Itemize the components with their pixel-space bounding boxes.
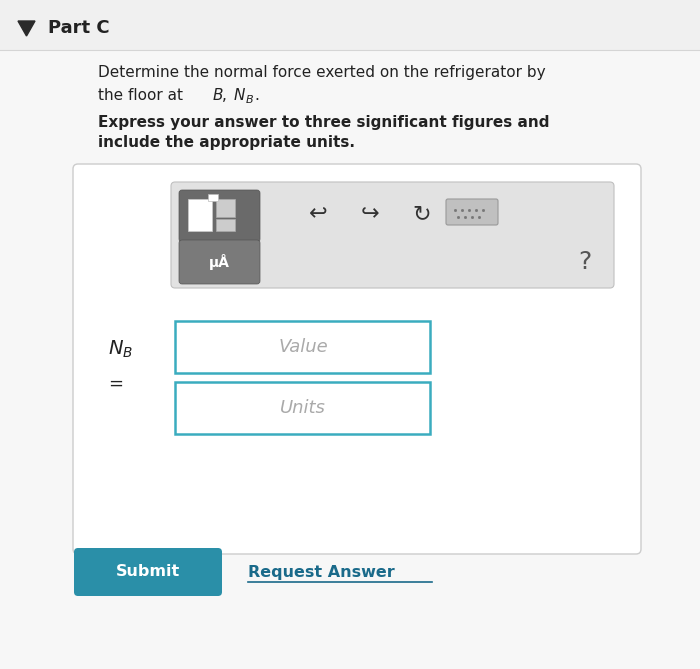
Text: B: B — [246, 95, 253, 105]
Text: Submit: Submit — [116, 565, 180, 579]
Text: $N_B$: $N_B$ — [108, 339, 133, 360]
Polygon shape — [18, 21, 35, 36]
FancyBboxPatch shape — [179, 240, 260, 284]
FancyBboxPatch shape — [74, 548, 222, 596]
Bar — [0, 0, 700, 50]
Text: B: B — [213, 88, 223, 102]
Text: N: N — [234, 88, 246, 102]
Text: μÅ: μÅ — [209, 254, 230, 270]
Bar — [216, 199, 235, 217]
Text: Express your answer to three significant figures and: Express your answer to three significant… — [98, 114, 550, 130]
Bar — [188, 199, 212, 231]
FancyBboxPatch shape — [446, 199, 498, 225]
Text: ,: , — [222, 88, 232, 102]
FancyBboxPatch shape — [175, 382, 430, 434]
Text: include the appropriate units.: include the appropriate units. — [98, 136, 355, 151]
Text: Part C: Part C — [48, 19, 110, 37]
Text: Request Answer: Request Answer — [248, 565, 395, 579]
Bar — [216, 219, 235, 231]
Text: the floor at: the floor at — [98, 88, 188, 102]
Text: Determine the normal force exerted on the refrigerator by: Determine the normal force exerted on th… — [98, 66, 545, 80]
Text: .: . — [254, 88, 259, 102]
FancyBboxPatch shape — [73, 164, 641, 554]
Bar — [208, 194, 218, 201]
FancyBboxPatch shape — [179, 190, 260, 242]
FancyBboxPatch shape — [171, 182, 614, 288]
Text: ↩: ↩ — [309, 204, 328, 224]
Text: Units: Units — [280, 399, 326, 417]
Text: =: = — [108, 375, 123, 393]
Text: ↻: ↻ — [413, 204, 431, 224]
Text: ↪: ↪ — [360, 204, 379, 224]
Text: Value: Value — [278, 338, 328, 356]
FancyBboxPatch shape — [175, 321, 430, 373]
Text: ?: ? — [578, 250, 592, 274]
